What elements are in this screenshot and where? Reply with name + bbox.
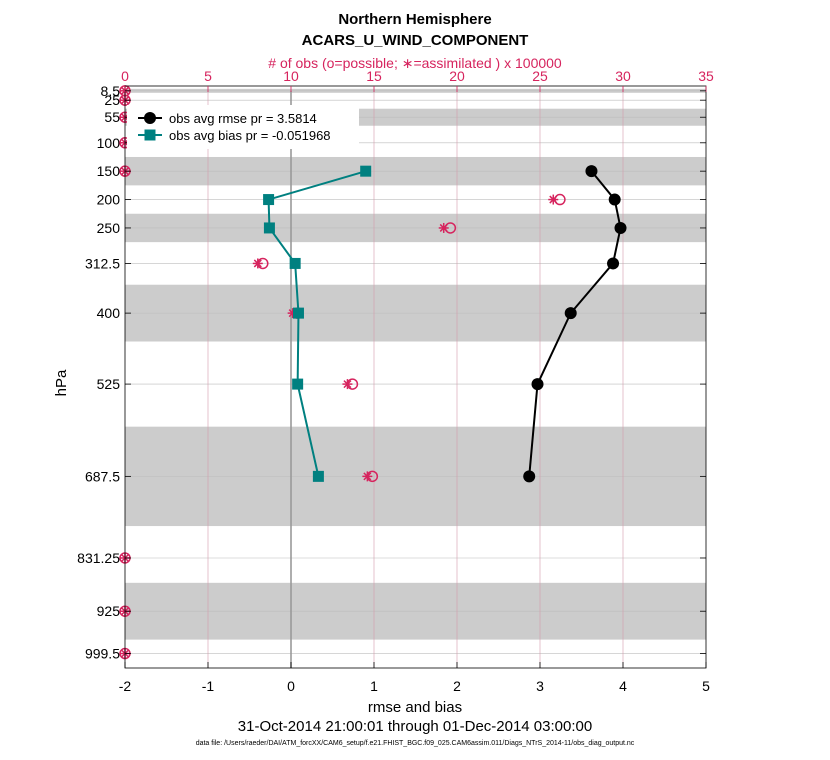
- legend-rmse-label: obs avg rmse pr = 3.5814: [169, 111, 317, 126]
- bias-point: [289, 257, 301, 269]
- x-tick-label: 5: [702, 678, 710, 694]
- grid: [125, 86, 706, 668]
- bias-point: [312, 470, 324, 482]
- obs-assimilated-marker: [252, 258, 263, 269]
- y-tick-label: 687.5: [85, 468, 120, 484]
- rmse-point: [564, 307, 577, 320]
- chart-title: Northern Hemisphere: [338, 11, 491, 28]
- x-tick-label: 4: [619, 678, 627, 694]
- obs-assimilated-marker: [438, 222, 449, 233]
- legend-box: [127, 105, 359, 149]
- bias-point: [263, 194, 275, 206]
- y-axis-label: hPa: [53, 369, 70, 396]
- obs-assimilated-marker: [548, 194, 559, 205]
- y-tick-label: 312.5: [85, 255, 120, 271]
- y-tick-label: 250: [97, 220, 121, 236]
- top-tick-label: 0: [121, 68, 129, 84]
- x-tick-label: -1: [202, 678, 215, 694]
- y-tick-label: 55: [104, 109, 120, 125]
- axis-ticks: -2 -1 0 1 2 3 4 50 5 10 15 20 25 30 358.52555100150200…: [77, 68, 714, 694]
- x-tick-label: 3: [536, 678, 544, 694]
- asterisk-stroke: [343, 380, 352, 389]
- data-series: [263, 165, 627, 483]
- bias-point: [263, 222, 275, 234]
- legend-bias-label: obs avg bias pr = -0.051968: [169, 128, 331, 143]
- top-tick-label: 30: [615, 68, 631, 84]
- top-axis-label: # of obs (o=possible; ∗=assimilated ) x …: [268, 55, 562, 71]
- y-tick-label: 200: [97, 192, 121, 208]
- x-tick-label: 0: [287, 678, 295, 694]
- legend-bias-marker: [144, 129, 156, 141]
- bias-point: [292, 307, 304, 319]
- rmse-point: [608, 193, 621, 206]
- data-file-footnote: data file: /Users/raeder/DAI/ATM_forcXX/…: [196, 740, 635, 747]
- y-tick-label: 525: [97, 376, 121, 392]
- legend-rmse-marker: [144, 112, 156, 124]
- y-tick-label: 400: [97, 305, 121, 321]
- top-tick-label: 10: [283, 68, 299, 84]
- rmse-point: [614, 221, 627, 234]
- y-tick-label: 831.25: [77, 550, 120, 566]
- rmse-point: [523, 470, 536, 483]
- y-tick-label: 8.5: [101, 83, 121, 99]
- top-tick-label: 35: [698, 68, 714, 84]
- y-tick-label: 25: [104, 92, 120, 108]
- legend: obs avg rmse pr = 3.5814 obs avg bias pr…: [127, 105, 359, 149]
- asterisk-stroke: [549, 195, 558, 204]
- asterisk-stroke: [363, 472, 372, 481]
- obs-assimilated-marker: [342, 379, 353, 390]
- x-tick-label: 2: [453, 678, 461, 694]
- y-tick-label: 925: [97, 603, 121, 619]
- rmse-point: [607, 257, 620, 270]
- top-tick-label: 25: [532, 68, 548, 84]
- rmse-point: [585, 165, 598, 178]
- x-tick-label: 1: [370, 678, 378, 694]
- y-tick-label: 999.5: [85, 646, 120, 662]
- y-tick-label: 150: [97, 163, 121, 179]
- date-range: 31-Oct-2014 21:00:01 through 01-Dec-2014…: [238, 718, 592, 735]
- asterisk-stroke: [439, 223, 448, 232]
- obs-assimilated-marker: [362, 471, 373, 482]
- bias-point: [292, 378, 304, 390]
- y-tick-label: 100: [97, 135, 121, 151]
- rmse-point: [531, 378, 544, 391]
- top-tick-label: 5: [204, 68, 212, 84]
- chart-subtitle: ACARS_U_WIND_COMPONENT: [302, 32, 529, 49]
- x-axis-label: rmse and bias: [368, 699, 462, 716]
- asterisk-stroke: [253, 259, 262, 268]
- x-tick-label: -2: [119, 678, 132, 694]
- top-tick-label: 15: [366, 68, 382, 84]
- bias-point: [360, 165, 372, 177]
- plot-frame: [124, 85, 707, 669]
- top-tick-label: 20: [449, 68, 465, 84]
